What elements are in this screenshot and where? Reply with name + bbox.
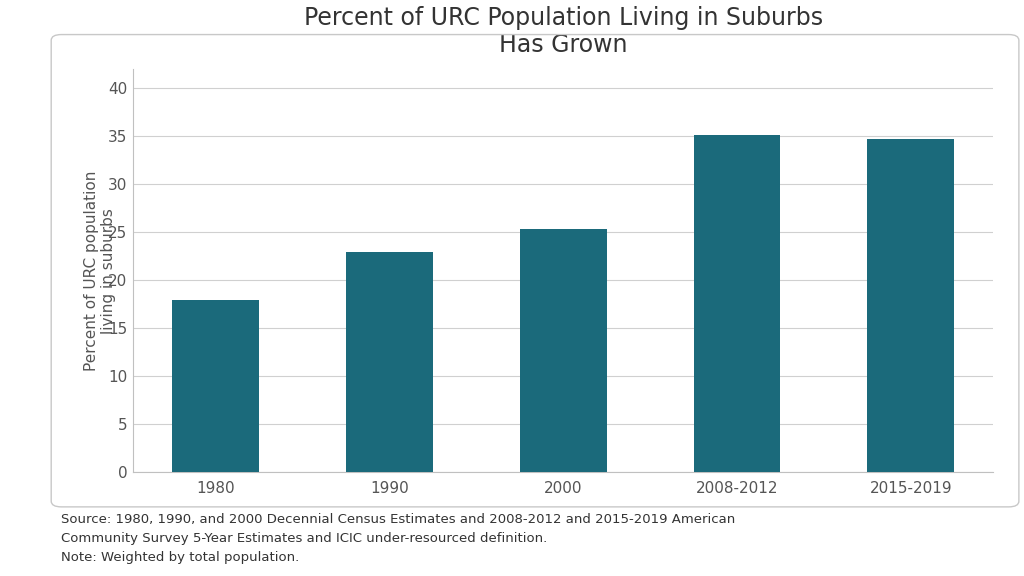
Bar [172, 300, 259, 472]
Bar [346, 252, 433, 472]
Bar [520, 229, 606, 472]
Bar [867, 139, 954, 472]
Y-axis label: Percent of URC population
living in suburbs: Percent of URC population living in subu… [84, 170, 116, 371]
Bar [693, 135, 780, 472]
Title: Percent of URC Population Living in Suburbs
Has Grown: Percent of URC Population Living in Subu… [304, 6, 822, 58]
Text: Source: 1980, 1990, and 2000 Decennial Census Estimates and 2008-2012 and 2015-2: Source: 1980, 1990, and 2000 Decennial C… [61, 513, 735, 564]
